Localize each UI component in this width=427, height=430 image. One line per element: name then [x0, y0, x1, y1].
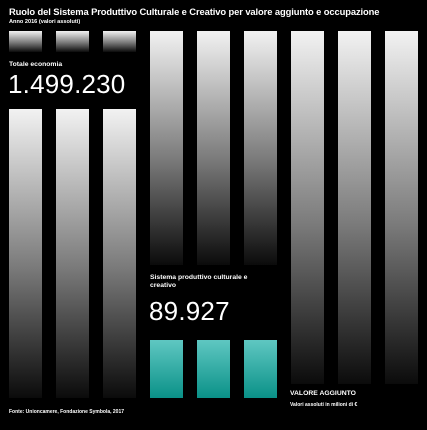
total-bar-upper-5 — [197, 31, 230, 265]
chart-title: Ruolo del Sistema Produttivo Culturale e… — [9, 6, 380, 17]
total-bar-7 — [291, 31, 324, 384]
total-bar-top-1 — [9, 31, 42, 52]
total-bar-top-2 — [56, 31, 89, 52]
total-bar-9 — [385, 31, 418, 384]
chart-subtitle: Anno 2016 (valori assoluti) — [9, 19, 81, 25]
total-bar-upper-6 — [244, 31, 277, 265]
total-bar-2 — [56, 109, 89, 398]
source-note: Fonte: Unioncamere, Fondazione Symbola, … — [9, 409, 125, 415]
total-bar-top-3 — [103, 31, 136, 52]
spcc-value: 89.927 — [149, 296, 230, 326]
measure-label: VALORE AGGIUNTO — [290, 390, 356, 397]
spcc-bar-1 — [150, 340, 183, 398]
total-bar-8 — [338, 31, 371, 384]
measure-unit: Valori assoluti in milioni di € — [290, 402, 358, 408]
total-bar-1 — [9, 109, 42, 398]
total-economy-value: 1.499.230 — [8, 69, 126, 99]
spcc-bar-2 — [197, 340, 230, 398]
spcc-label: Sistema produttivo culturale e creativo — [150, 274, 248, 290]
total-bar-3 — [103, 109, 136, 398]
spcc-bar-3 — [244, 340, 277, 398]
total-bar-upper-4 — [150, 31, 183, 265]
total-economy-label: Totale economia — [9, 61, 63, 68]
